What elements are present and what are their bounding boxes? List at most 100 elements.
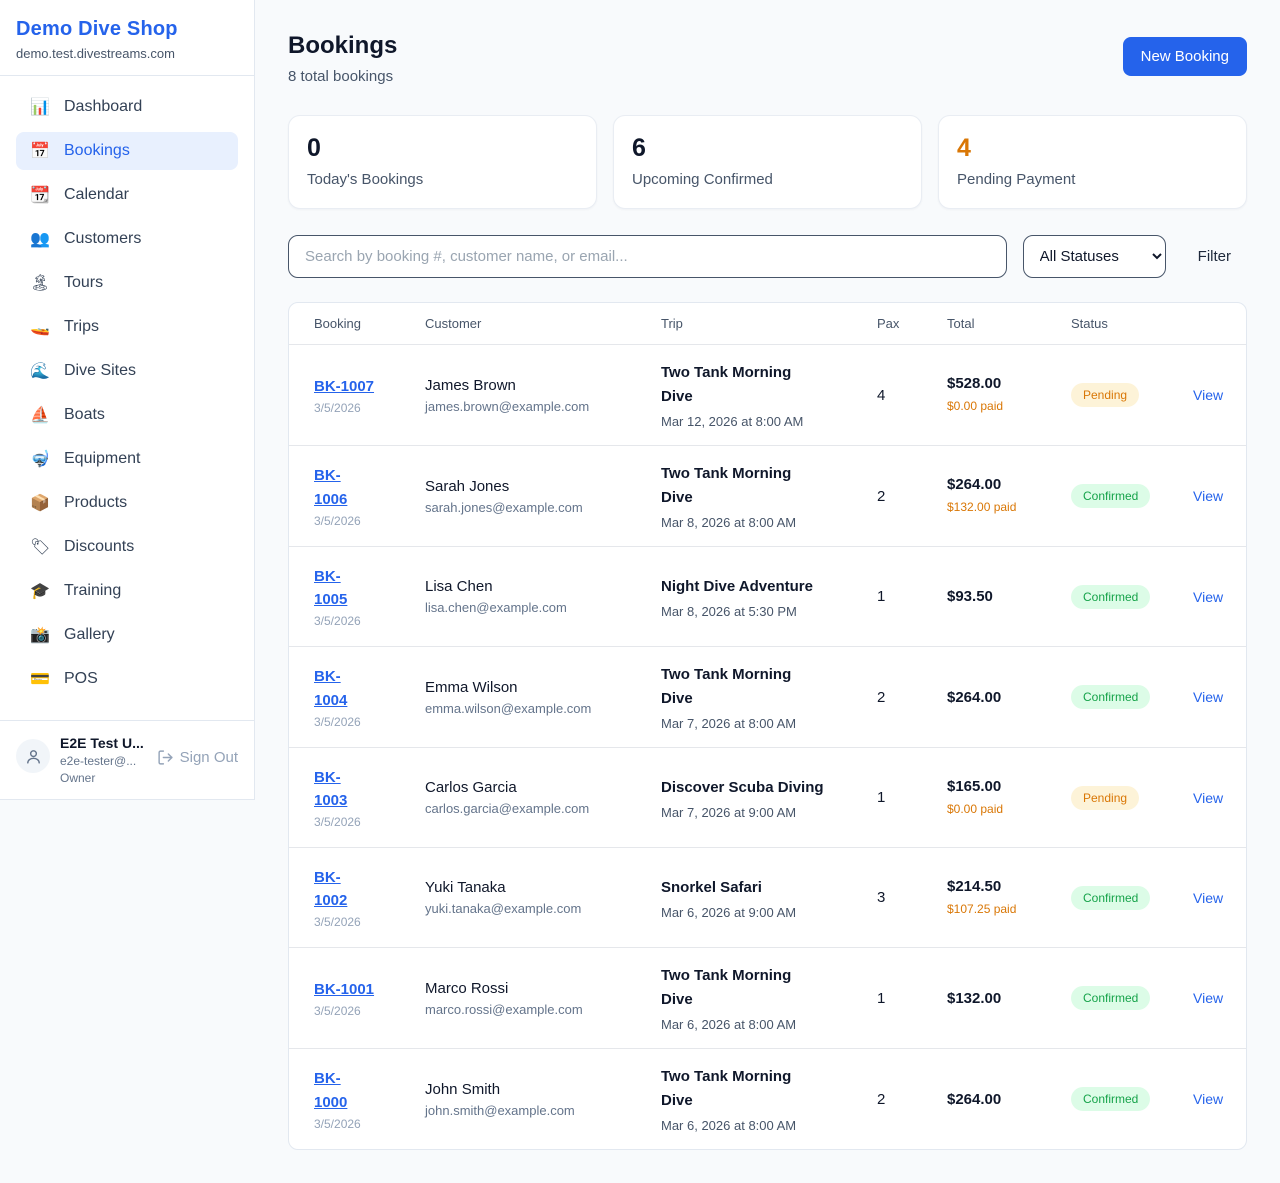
col-header-status: Status — [1071, 316, 1108, 331]
sidebar-item-label: Gallery — [64, 626, 115, 643]
booking-number-link[interactable]: BK-1007 — [314, 377, 375, 395]
total-amount: $264.00 — [947, 476, 1002, 493]
trip-cell: Two Tank Morning Dive Mar 7, 2026 at 8:0… — [661, 663, 877, 731]
view-link[interactable]: View — [1193, 1091, 1224, 1107]
logout-icon — [158, 750, 173, 765]
stat-label: Upcoming Confirmed — [632, 171, 773, 188]
trip-name: Two Tank Morning Dive — [661, 465, 792, 506]
trip-cell: Two Tank Morning Dive Mar 6, 2026 at 8:0… — [661, 964, 877, 1032]
diving-mask-icon: 🤿 — [30, 451, 50, 468]
total-cell: $264.00 — [947, 1091, 1071, 1108]
pax-cell: 3 — [877, 889, 886, 906]
sidebar-item-bookings[interactable]: 📅 Bookings — [16, 132, 238, 170]
table-row: BK-1001 3/5/2026 Marco Rossi marco.rossi… — [289, 947, 1246, 1048]
customer-email: carlos.garcia@example.com — [425, 801, 590, 816]
total-amount: $214.50 — [947, 877, 1002, 895]
trip-datetime: Mar 6, 2026 at 9:00 AM — [661, 904, 797, 920]
status-badge: Confirmed — [1071, 685, 1151, 709]
pax-cell: 2 — [877, 487, 886, 505]
person-icon — [26, 749, 40, 764]
customer-cell: John Smith john.smith@example.com — [425, 1081, 661, 1118]
trip-datetime: Mar 7, 2026 at 8:00 AM — [661, 716, 797, 731]
tear-off-calendar-icon: 📆 — [30, 187, 50, 204]
booking-number-link[interactable]: BK-1001 — [314, 980, 375, 998]
booking-cell: BK- 1003 3/5/2026 — [314, 766, 425, 830]
trip-name: Snorkel Safari — [661, 878, 762, 896]
booking-number-link[interactable]: BK- 1005 — [314, 567, 348, 608]
booking-date: 3/5/2026 — [314, 614, 361, 629]
sidebar-item-equipment[interactable]: 🤿 Equipment — [16, 440, 238, 478]
booking-cell: BK- 1005 3/5/2026 — [314, 565, 425, 629]
table-row: BK-1007 3/5/2026 James Brown james.brown… — [289, 344, 1246, 445]
people-icon: 👥 — [30, 231, 50, 248]
tag-icon: 🏷 — [30, 539, 51, 556]
trip-datetime: Mar 8, 2026 at 5:30 PM — [661, 603, 797, 619]
view-link[interactable]: View — [1193, 387, 1224, 403]
total-cell: $93.50 — [947, 588, 1071, 605]
booking-number-link[interactable]: BK- 1004 — [314, 668, 348, 709]
pax-cell: 4 — [877, 386, 886, 404]
booking-number-link[interactable]: BK- 1003 — [314, 768, 348, 809]
trip-datetime: Mar 7, 2026 at 9:00 AM — [661, 804, 797, 820]
view-link[interactable]: View — [1193, 789, 1224, 806]
view-link[interactable]: View — [1193, 588, 1224, 605]
sidebar-item-boats[interactable]: ⛵ Boats — [16, 396, 238, 434]
sidebar-item-pos[interactable]: 💳 POS — [16, 660, 238, 698]
trip-cell: Night Dive Adventure Mar 8, 2026 at 5:30… — [661, 575, 877, 619]
search-input[interactable] — [288, 235, 1007, 278]
col-header-total: Total — [947, 316, 975, 331]
sidebar-item-label: POS — [64, 670, 98, 687]
trip-datetime: Mar 6, 2026 at 8:00 AM — [661, 1118, 797, 1133]
sidebar-item-customers[interactable]: 👥 Customers — [16, 220, 238, 258]
paid-amount: $0.00 paid — [947, 801, 1004, 816]
sidebar-item-gallery[interactable]: 📸 Gallery — [16, 616, 238, 654]
stat-card-upcoming-confirmed: 6 Upcoming Confirmed — [613, 115, 922, 209]
total-amount: $165.00 — [947, 777, 1002, 795]
sidebar-item-training[interactable]: 🎓 Training — [16, 572, 238, 610]
status-cell: Pending — [1071, 785, 1193, 810]
new-booking-button[interactable]: New Booking — [1122, 37, 1247, 76]
view-link[interactable]: View — [1193, 689, 1224, 705]
sidebar-item-products[interactable]: 📦 Products — [16, 484, 238, 522]
booking-number-link[interactable]: BK- 1000 — [314, 1070, 348, 1111]
booking-number-link[interactable]: BK- 1006 — [314, 467, 348, 508]
total-cell: $264.00 — [947, 689, 1071, 706]
sidebar-item-calendar[interactable]: 📆 Calendar — [16, 176, 238, 214]
trip-name: Discover Scuba Diving — [661, 778, 824, 796]
filter-button[interactable]: Filter — [1197, 248, 1231, 265]
view-link[interactable]: View — [1193, 488, 1224, 504]
table-row: BK- 1002 3/5/2026 Yuki Tanaka yuki.tanak… — [289, 847, 1246, 947]
total-cell: $264.00 $132.00 paid — [947, 476, 1071, 516]
sidebar-item-dashboard[interactable]: 📊 Dashboard — [16, 88, 238, 126]
sidebar-item-tours[interactable]: 🏝 Tours — [16, 264, 238, 302]
stat-value: 0 — [307, 134, 321, 162]
status-select[interactable]: All Statuses — [1022, 235, 1166, 278]
status-cell: Confirmed — [1071, 885, 1193, 910]
booking-cell: BK-1007 3/5/2026 — [314, 375, 425, 415]
avatar — [16, 739, 50, 773]
view-link[interactable]: View — [1193, 889, 1224, 906]
stat-value: 6 — [632, 134, 646, 162]
status-cell: Confirmed — [1071, 484, 1193, 508]
sidebar-item-discounts[interactable]: 🏷 Discounts — [16, 528, 238, 566]
sailboat-icon: ⛵ — [30, 407, 50, 424]
sidebar-item-dive-sites[interactable]: 🌊 Dive Sites — [16, 352, 238, 390]
total-amount: $264.00 — [947, 1090, 1002, 1108]
booking-cell: BK- 1002 3/5/2026 — [314, 866, 425, 930]
sign-out-button[interactable]: Sign Out — [157, 749, 238, 766]
calendar-icon: 📅 — [30, 143, 50, 160]
customer-name: Emma Wilson — [425, 678, 518, 696]
view-link[interactable]: View — [1193, 990, 1224, 1006]
booking-number-link[interactable]: BK- 1002 — [314, 868, 348, 909]
sidebar-item-label: Training — [64, 582, 122, 599]
booking-cell: BK- 1006 3/5/2026 — [314, 464, 425, 528]
sidebar-item-trips[interactable]: 🚤 Trips — [16, 308, 238, 346]
trip-cell: Two Tank Morning Dive Mar 12, 2026 at 8:… — [661, 361, 877, 429]
pax-cell: 2 — [877, 688, 886, 706]
bookings-table: Booking Customer Trip Pax Total Status B… — [288, 302, 1247, 1150]
stat-card-todays-bookings: 0 Today's Bookings — [288, 115, 597, 209]
total-amount: $264.00 — [947, 688, 1002, 706]
customer-name: John Smith — [425, 1080, 501, 1098]
table-row: BK- 1005 3/5/2026 Lisa Chen lisa.chen@ex… — [289, 546, 1246, 646]
pax-cell: 1 — [877, 588, 886, 605]
